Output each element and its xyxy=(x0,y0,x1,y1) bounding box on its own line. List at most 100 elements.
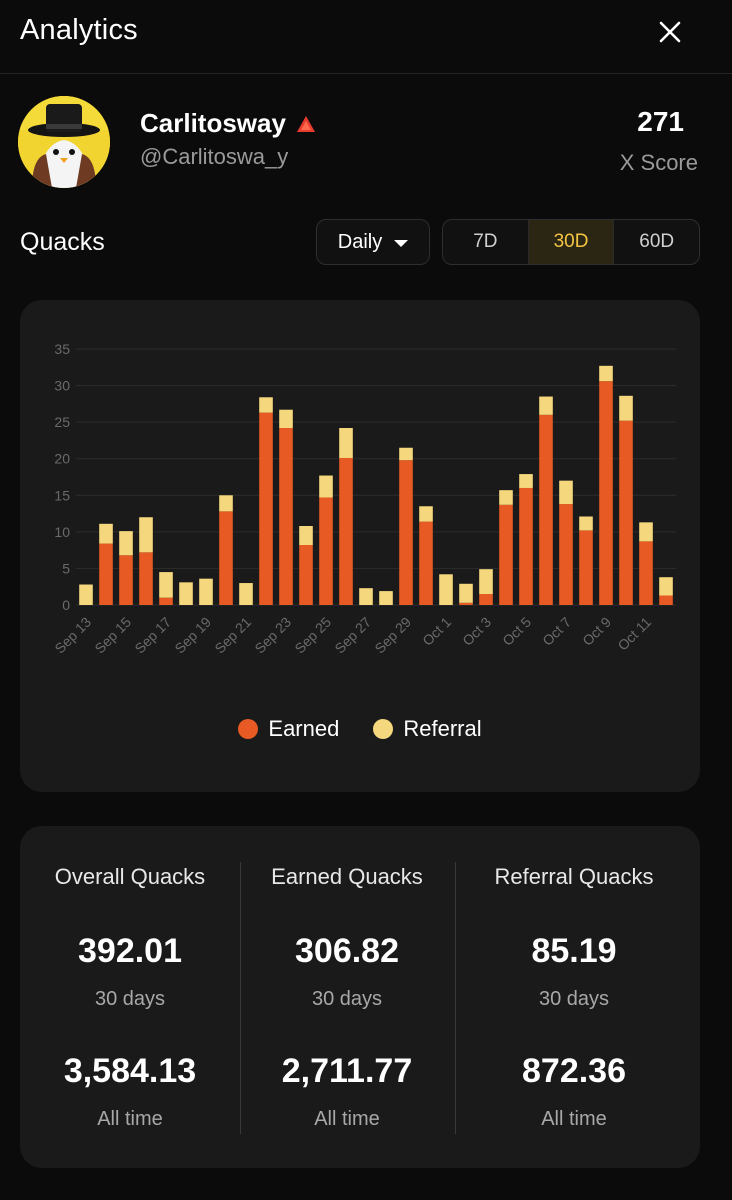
bar-earned xyxy=(499,504,513,605)
x-tick-label: Sep 29 xyxy=(371,614,414,657)
range-selector: 7D 30D 60D xyxy=(442,219,700,265)
bar-earned xyxy=(619,420,633,605)
legend-item-earned[interactable]: Earned xyxy=(238,716,339,742)
bar-earned xyxy=(419,521,433,605)
stat-label-30d: 30 days xyxy=(538,988,610,1010)
avatar[interactable] xyxy=(18,96,110,188)
x-tick-label: Sep 25 xyxy=(291,614,334,657)
stat-label-30d: 30 days xyxy=(94,988,166,1010)
app-header: Analytics xyxy=(0,0,732,74)
range-7d-button[interactable]: 7D xyxy=(443,220,529,264)
bar-referral xyxy=(299,526,313,546)
y-tick-label: 20 xyxy=(54,451,70,467)
user-handle[interactable]: @Carlitoswa_y xyxy=(140,144,289,169)
rank-up-icon xyxy=(296,115,315,132)
bar-referral xyxy=(659,577,673,596)
bar-earned xyxy=(159,597,173,605)
chart-legend: Earned Referral xyxy=(20,716,700,742)
bar-referral xyxy=(319,475,333,498)
bar-earned xyxy=(539,414,553,605)
legend-dot-referral xyxy=(373,719,394,739)
y-tick-label: 15 xyxy=(54,487,70,503)
legend-label-earned: Earned xyxy=(268,716,340,741)
stat-value-30d: 392.01 xyxy=(78,932,182,970)
bar-referral xyxy=(279,409,293,428)
bar-earned xyxy=(639,541,653,605)
bar-earned xyxy=(519,487,533,605)
stat-label-all: All time xyxy=(541,1108,607,1130)
bar-referral xyxy=(359,588,373,605)
interval-value: Daily xyxy=(337,230,383,253)
x-tick-label: Sep 15 xyxy=(91,614,134,657)
bar-earned xyxy=(599,381,613,605)
x-score-value: 271 xyxy=(637,106,684,137)
legend-dot-earned xyxy=(238,719,259,739)
y-tick-label: 10 xyxy=(54,524,70,540)
stat-divider xyxy=(240,862,241,1134)
bar-earned xyxy=(659,595,673,605)
bar-earned xyxy=(279,427,293,605)
username-text: Carlitosway xyxy=(140,108,286,138)
stat-value-all: 2,711.77 xyxy=(281,1052,413,1090)
stat-referral: Referral Quacks 85.19 30 days 872.36 All… xyxy=(456,826,692,1168)
bar-referral xyxy=(619,395,633,421)
x-tick-label: Sep 13 xyxy=(51,614,94,657)
legend-label-referral: Referral xyxy=(403,716,482,741)
stats-card: Overall Quacks 392.01 30 days 3,584.13 A… xyxy=(20,826,700,1168)
bar-referral xyxy=(119,531,133,556)
bar-referral xyxy=(179,582,193,605)
bar-earned xyxy=(399,460,413,605)
bar-referral xyxy=(519,474,533,488)
bar-referral xyxy=(139,517,153,553)
bar-referral xyxy=(399,447,413,461)
bar-referral xyxy=(439,574,453,605)
range-60d-button[interactable]: 60D xyxy=(639,231,675,252)
quacks-chart: 0 5 10 15 20 25 30 35 Sep 13 Sep 15 Sep 17 Sep 19 Se… xyxy=(20,300,700,792)
stat-label-all: All time xyxy=(97,1108,163,1130)
y-tick-label: 5 xyxy=(62,560,70,576)
caret-down-icon xyxy=(394,239,409,247)
interval-dropdown[interactable]: Daily xyxy=(316,219,430,265)
bar-referral xyxy=(479,569,493,595)
bar-earned xyxy=(339,457,353,605)
x-tick-label: Oct 5 xyxy=(499,614,534,649)
stat-label-30d: 30 days xyxy=(311,988,383,1010)
x-tick-label: Sep 21 xyxy=(211,614,254,657)
bar-earned xyxy=(219,511,233,605)
bar-referral xyxy=(159,572,173,598)
bar-referral xyxy=(599,365,613,382)
bar-referral xyxy=(499,490,513,505)
bar-earned xyxy=(459,602,473,605)
bar-referral xyxy=(639,522,653,542)
legend-item-referral[interactable]: Referral xyxy=(373,716,482,742)
stat-value-30d: 85.19 xyxy=(531,932,617,970)
profile-section: Carlitosway @Carlitoswa_y 271 X Score xyxy=(0,92,732,192)
bar-referral xyxy=(559,480,573,505)
x-tick-label: Oct 11 xyxy=(614,614,654,654)
x-tick-label: Sep 23 xyxy=(251,614,294,657)
stat-heading: Overall Quacks xyxy=(54,864,206,889)
bar-referral xyxy=(539,396,553,415)
bar-earned xyxy=(119,555,133,605)
bar-referral xyxy=(419,506,433,522)
bar-earned xyxy=(259,412,273,605)
stat-overall: Overall Quacks 392.01 30 days 3,584.13 A… xyxy=(20,826,240,1168)
close-button[interactable] xyxy=(652,14,688,50)
stat-label-all: All time xyxy=(314,1108,380,1130)
bar-earned xyxy=(559,504,573,605)
stat-divider xyxy=(455,862,456,1134)
stat-heading: Earned Quacks xyxy=(271,864,423,889)
x-tick-label: Oct 9 xyxy=(579,614,614,649)
y-tick-label: 25 xyxy=(54,414,70,430)
y-tick-label: 35 xyxy=(54,341,70,357)
bar-earned xyxy=(479,594,493,605)
stat-value-all: 872.36 xyxy=(522,1052,626,1090)
bar-referral xyxy=(219,495,233,512)
bar-referral xyxy=(239,583,253,605)
y-tick-label: 0 xyxy=(62,597,70,613)
bar-referral xyxy=(379,591,393,605)
close-icon xyxy=(659,21,681,43)
x-tick-label: Sep 27 xyxy=(331,614,374,657)
range-30d-button[interactable]: 30D xyxy=(528,220,615,264)
